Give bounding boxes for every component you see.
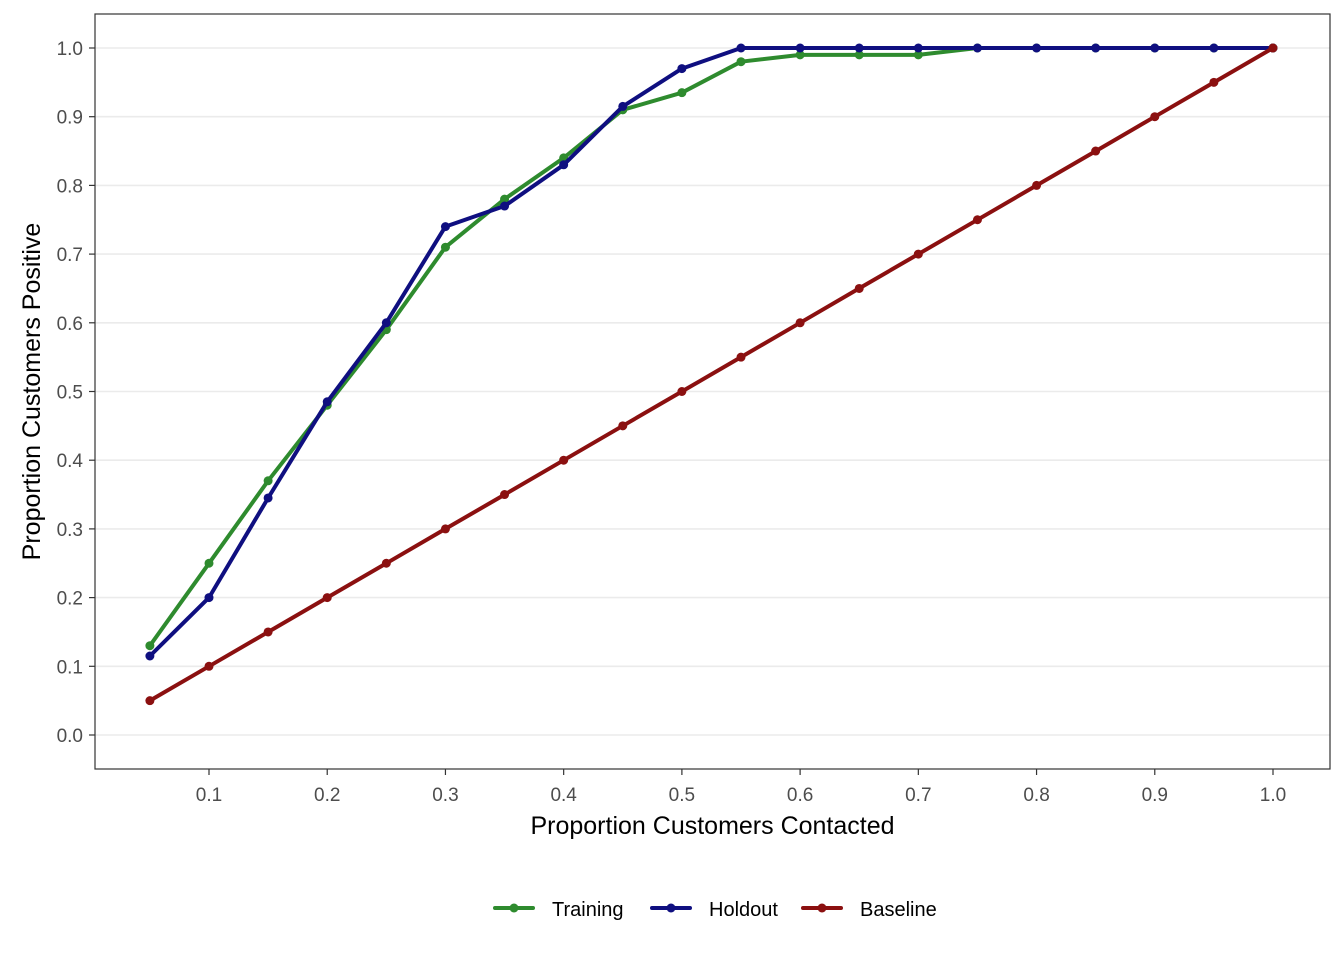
data-point	[618, 421, 628, 431]
y-tick-label: 0.8	[57, 176, 83, 197]
data-point	[854, 50, 864, 60]
y-tick-label: 0.4	[57, 451, 84, 472]
y-tick-label: 0.7	[57, 245, 83, 266]
data-point	[677, 387, 687, 396]
data-point	[559, 160, 569, 170]
data-point	[1091, 146, 1101, 156]
data-point	[795, 50, 805, 60]
x-tick-label: 0.8	[1023, 785, 1049, 806]
data-point	[1209, 77, 1219, 87]
x-tick-label: 0.1	[196, 785, 222, 806]
x-tick-label: 0.4	[550, 785, 577, 806]
x-axis: 0.1 0.2 0.3 0.4 0.5 0.6 0.7 0.8 0.9 1.0	[196, 769, 1286, 806]
data-point	[204, 558, 214, 568]
data-point	[263, 627, 273, 637]
data-point	[972, 215, 982, 225]
data-point	[913, 50, 923, 60]
x-axis-title: Proportion Customers Contacted	[530, 812, 894, 840]
legend-item-baseline: Baseline	[801, 899, 937, 921]
data-point	[854, 283, 864, 293]
data-point	[1268, 43, 1278, 53]
legend-label: Baseline	[860, 899, 937, 921]
legend-item-training: Training	[493, 899, 624, 921]
data-point	[1150, 43, 1160, 53]
y-tick-label: 0.0	[57, 726, 83, 747]
legend-label: Training	[552, 899, 624, 921]
y-tick-label: 0.5	[57, 383, 83, 404]
data-point	[145, 651, 155, 661]
y-tick-label: 0.9	[57, 108, 83, 129]
data-point	[1209, 43, 1219, 53]
data-point	[677, 64, 687, 74]
data-point	[736, 57, 746, 67]
x-tick-label: 0.7	[905, 785, 931, 806]
data-point	[322, 593, 332, 603]
y-tick-label: 0.2	[57, 589, 83, 610]
data-point	[1150, 112, 1160, 122]
data-point	[1032, 43, 1042, 53]
data-point	[972, 43, 982, 53]
data-point	[440, 222, 450, 232]
data-point	[381, 318, 391, 328]
x-tick-label: 0.5	[669, 785, 695, 806]
series-line	[147, 46, 1275, 648]
series-baseline	[145, 43, 1278, 706]
data-point	[559, 455, 569, 465]
legend-label: Holdout	[709, 899, 778, 921]
data-point	[381, 558, 391, 568]
data-point	[440, 242, 450, 252]
y-tick-label: 0.6	[57, 314, 83, 335]
data-point	[795, 43, 805, 53]
data-point	[204, 593, 214, 603]
x-tick-label: 0.3	[432, 785, 458, 806]
data-point	[145, 696, 155, 706]
data-point	[1091, 43, 1101, 53]
series-line	[147, 46, 1275, 658]
data-point	[204, 661, 214, 671]
legend-key-point	[666, 903, 676, 913]
data-point	[500, 490, 510, 500]
series-layer	[145, 43, 1278, 706]
data-point	[913, 43, 923, 53]
data-point	[677, 88, 687, 98]
data-point	[1032, 180, 1042, 190]
data-point	[913, 249, 923, 259]
data-point	[854, 43, 864, 53]
y-tick-label: 0.3	[57, 520, 83, 541]
legend-key-point	[817, 903, 827, 913]
x-tick-label: 0.2	[314, 785, 340, 806]
x-tick-label: 1.0	[1260, 785, 1286, 806]
data-point	[145, 641, 155, 651]
series-holdout	[145, 43, 1278, 661]
legend-key-point	[509, 903, 519, 913]
legend-item-holdout: Holdout	[650, 899, 778, 921]
data-point	[795, 318, 805, 328]
data-point	[500, 201, 510, 211]
series-training	[145, 43, 1278, 651]
y-axis-title: Proportion Customers Positive	[18, 223, 46, 561]
data-point	[736, 352, 746, 362]
legend: Training Holdout Baseline	[493, 899, 937, 921]
data-point	[618, 101, 628, 111]
gridlines	[95, 47, 1330, 736]
data-point	[736, 43, 746, 53]
data-point	[263, 493, 273, 503]
data-point	[440, 524, 450, 534]
x-tick-label: 0.6	[787, 785, 813, 806]
data-point	[322, 397, 332, 407]
y-tick-label: 1.0	[57, 39, 83, 60]
data-point	[263, 476, 273, 486]
data-point	[500, 194, 510, 204]
y-tick-label: 0.1	[57, 657, 83, 678]
y-axis: 0.0 0.1 0.2 0.3 0.4 0.5 0.6 0.7 0.8 0.9 1.0	[57, 39, 95, 747]
series-line	[147, 46, 1275, 703]
x-tick-label: 0.9	[1142, 785, 1168, 806]
